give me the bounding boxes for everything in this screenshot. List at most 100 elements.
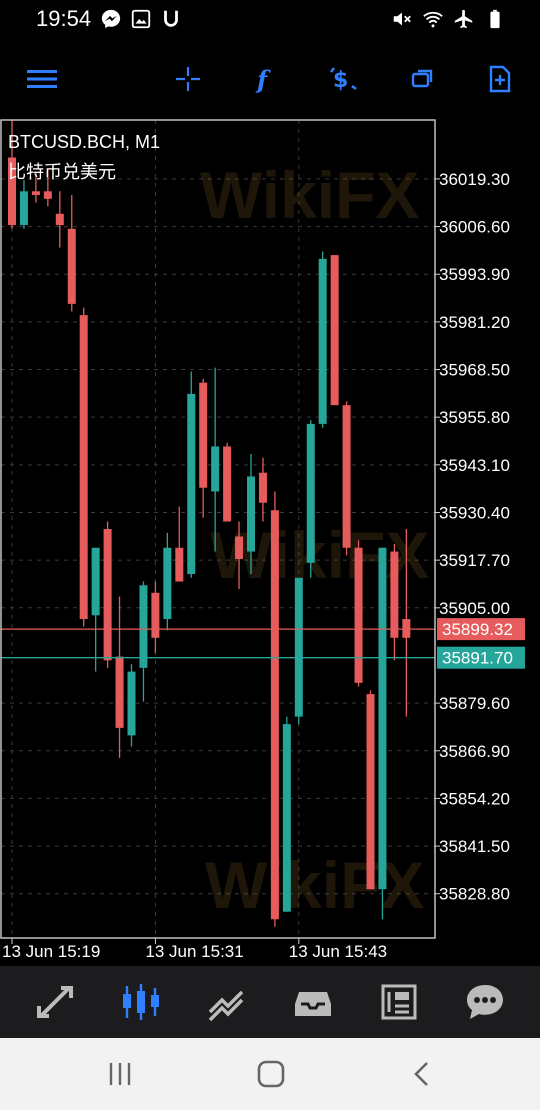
u-icon: [164, 10, 178, 27]
candle-body: [378, 547, 387, 890]
candle-body: [235, 536, 244, 560]
gallery-icon: [131, 9, 151, 29]
menu-button[interactable]: [25, 62, 59, 96]
indicators-button[interactable]: f: [249, 62, 283, 96]
candle: [43, 168, 52, 207]
candle-body: [199, 382, 208, 488]
x-tick-label: 13 Jun 15:43: [289, 942, 387, 961]
candle: [103, 521, 112, 668]
candle-body: [139, 585, 148, 668]
chart-subtitle: 比特币兑美元: [8, 162, 116, 182]
candle-body: [211, 446, 220, 492]
candle: [342, 401, 351, 556]
candle-body: [67, 228, 76, 304]
home-icon: [257, 1060, 285, 1088]
trade-icon: [208, 990, 244, 1022]
candle-body: [318, 258, 327, 424]
nav-trade[interactable]: [205, 980, 249, 1024]
candle-body: [306, 423, 315, 563]
y-tick-label: 36019.30: [439, 170, 510, 189]
candle: [270, 491, 279, 927]
candle-body: [175, 547, 184, 582]
candle-body: [55, 213, 64, 226]
candle-body: [19, 191, 28, 226]
airplane-icon: [454, 9, 473, 29]
y-tick-label: 35917.70: [439, 551, 510, 570]
new-order-button[interactable]: [483, 62, 517, 96]
candle: [294, 577, 303, 725]
candle: [211, 367, 220, 552]
y-tick-label: 35930.40: [439, 503, 510, 522]
nav-chart[interactable]: [119, 980, 163, 1024]
candle: [306, 420, 315, 578]
candle: [91, 547, 100, 672]
candlestick-chart[interactable]: WikiFX WikiFX WikiFX 36019.3036006.60359…: [0, 118, 540, 966]
nav-messages[interactable]: [463, 980, 507, 1024]
candle: [354, 540, 363, 687]
candle-body: [390, 551, 399, 638]
status-time: 19:54: [36, 6, 92, 31]
back-icon: [414, 1062, 428, 1086]
quotes-icon: [37, 986, 73, 1018]
system-navigation-bar: [0, 1038, 540, 1110]
candle: [55, 191, 64, 248]
y-tick-label: 35955.80: [439, 408, 510, 427]
price-chart-area[interactable]: WikiFX WikiFX WikiFX 36019.30 36006.60 359…: [0, 118, 540, 966]
candle: [330, 255, 339, 406]
nav-quotes[interactable]: [33, 980, 77, 1024]
y-tick-label: 35993.90: [439, 265, 510, 284]
candle: [402, 529, 411, 717]
candle: [139, 581, 148, 702]
symbols-button[interactable]: $: [328, 62, 362, 96]
candle: [67, 195, 76, 312]
candle-body: [270, 510, 279, 920]
wifi-icon: [423, 11, 443, 28]
candle: [390, 544, 399, 661]
candle: [127, 664, 136, 747]
currency-icon: $: [330, 67, 357, 93]
svg-text:f: f: [255, 65, 271, 94]
candle: [378, 547, 387, 920]
bottom-navigation: [0, 966, 540, 1038]
battery-icon: [490, 9, 500, 29]
new-order-icon: [489, 65, 511, 93]
bid-price-label: 35899.32: [442, 620, 513, 639]
candle-body: [127, 671, 136, 736]
watermark: WikiFX: [205, 848, 424, 922]
candle: [318, 251, 327, 428]
y-tick-label: 35943.10: [439, 456, 510, 475]
candle-body: [258, 472, 267, 503]
crosshair-icon: [176, 67, 200, 91]
crosshair-button[interactable]: [171, 62, 205, 96]
nav-news[interactable]: [377, 980, 421, 1024]
candle-body: [402, 619, 411, 638]
x-tick-label: 13 Jun 15:31: [145, 942, 243, 961]
candle: [282, 716, 291, 912]
candle-body: [330, 255, 339, 406]
nav-history[interactable]: [291, 980, 335, 1024]
candle: [19, 180, 28, 229]
ask-price-tag: [437, 646, 525, 669]
candle-body: [342, 405, 351, 548]
y-tick-label: 35905.00: [439, 599, 510, 618]
x-tick-label: 13 Jun 15:19: [2, 942, 100, 961]
windows-button[interactable]: [406, 62, 440, 96]
home-button[interactable]: [251, 1056, 291, 1092]
candle-body: [366, 694, 375, 890]
candle: [199, 378, 208, 518]
back-button[interactable]: [402, 1056, 442, 1092]
candle: [175, 506, 184, 582]
candle: [8, 120, 16, 229]
candle: [79, 307, 88, 627]
news-icon: [381, 984, 417, 1020]
recent-apps-button[interactable]: [100, 1056, 140, 1092]
candle-body: [91, 547, 100, 616]
y-tick-label: 35968.50: [439, 361, 510, 380]
candle: [151, 581, 160, 653]
top-toolbar: f $: [0, 48, 540, 108]
chart-title: BTCUSD.BCH, M1: [8, 132, 161, 152]
candle-body: [115, 656, 124, 728]
recent-apps-icon: [109, 1063, 131, 1085]
chart-frame: [0, 119, 436, 939]
candle: [31, 172, 40, 203]
